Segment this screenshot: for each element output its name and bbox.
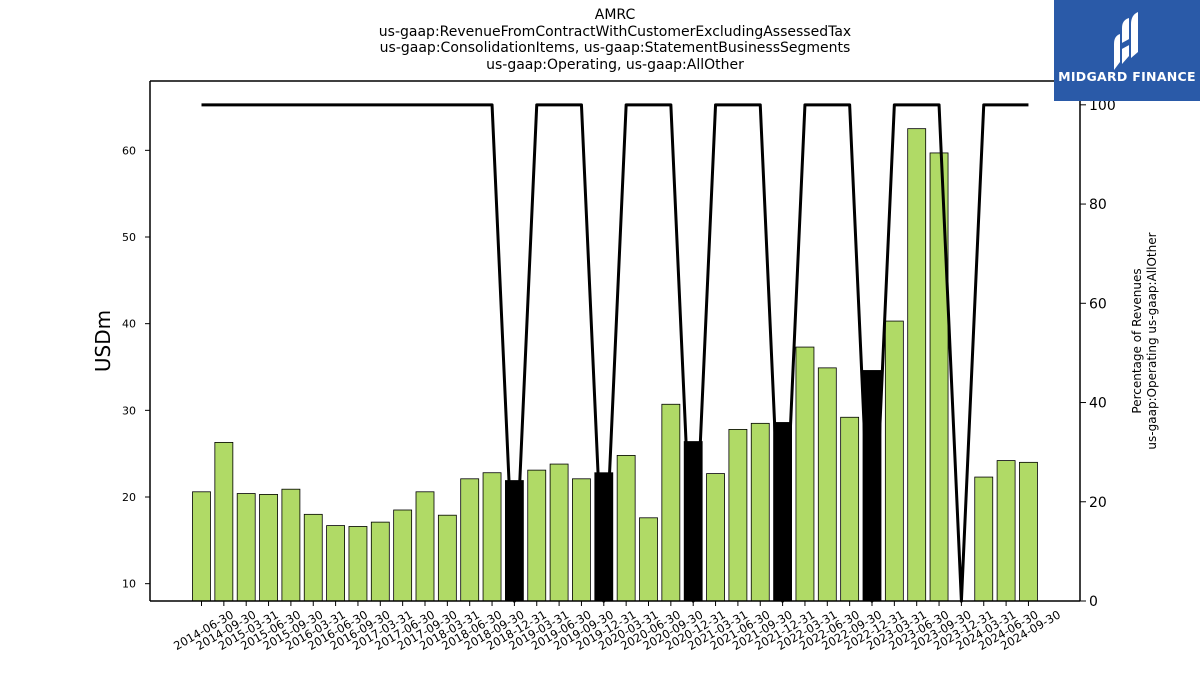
bar	[348, 526, 368, 602]
y2-tick-label: 80	[1089, 197, 1107, 213]
bar	[907, 128, 927, 602]
bar	[572, 478, 591, 602]
bar	[236, 493, 256, 602]
bar	[728, 428, 748, 602]
y-tick-label: 10	[122, 578, 136, 591]
bar	[460, 478, 480, 602]
y-tick-label: 40	[122, 318, 136, 331]
bar	[214, 441, 234, 602]
midgard-finance-logo: MIDGARD FINANCE	[1054, 0, 1200, 101]
title-line-axes: us-gaap:ConsolidationItems, us-gaap:Stat…	[379, 40, 851, 56]
y-tick-label: 60	[122, 144, 136, 157]
title-line-company: AMRC	[594, 7, 636, 23]
bar	[415, 491, 435, 602]
bar	[639, 517, 658, 602]
bar	[370, 521, 390, 602]
title-line-members: us-gaap:Operating, us-gaap:AllOther	[486, 56, 744, 73]
bar	[996, 460, 1016, 602]
bar	[1019, 461, 1038, 602]
bar	[393, 509, 413, 602]
title-line-concept: us-gaap:RevenueFromContractWithCustomerE…	[378, 23, 852, 40]
midgard-logo-icon	[1114, 12, 1138, 70]
y2-tick-label: 20	[1089, 495, 1107, 511]
y-tick-label: 30	[122, 404, 136, 417]
y2-axis-label: Percentage of Revenues	[1130, 268, 1144, 413]
bar	[884, 320, 904, 602]
bar	[303, 513, 323, 602]
bar	[482, 472, 502, 602]
y-tick-label: 50	[122, 231, 136, 244]
bar	[795, 346, 815, 602]
y-axis-label: USDm	[91, 310, 115, 372]
bar	[326, 525, 346, 602]
bar	[661, 403, 681, 602]
y2-tick-label: 60	[1089, 296, 1107, 312]
bar	[840, 416, 860, 602]
y-tick-label: 20	[122, 491, 136, 504]
bar	[974, 476, 994, 602]
logo-text: MIDGARD FINANCE	[1058, 69, 1196, 84]
bar	[616, 454, 636, 602]
bar	[192, 491, 211, 602]
y2-tick-label: 40	[1089, 396, 1107, 412]
bar	[281, 488, 301, 602]
bar	[259, 493, 278, 602]
bar	[437, 514, 457, 602]
bar	[549, 463, 569, 602]
y2-tick-label: 0	[1089, 594, 1098, 610]
bar	[817, 367, 837, 602]
percentage-line	[201, 103, 1029, 603]
bar	[750, 422, 770, 602]
bar	[527, 469, 547, 602]
y2-axis-label: us-gaap:Operating us-gaap:AllOther	[1145, 232, 1159, 449]
bar	[706, 473, 725, 602]
y2-tick-label: 100	[1089, 98, 1116, 114]
